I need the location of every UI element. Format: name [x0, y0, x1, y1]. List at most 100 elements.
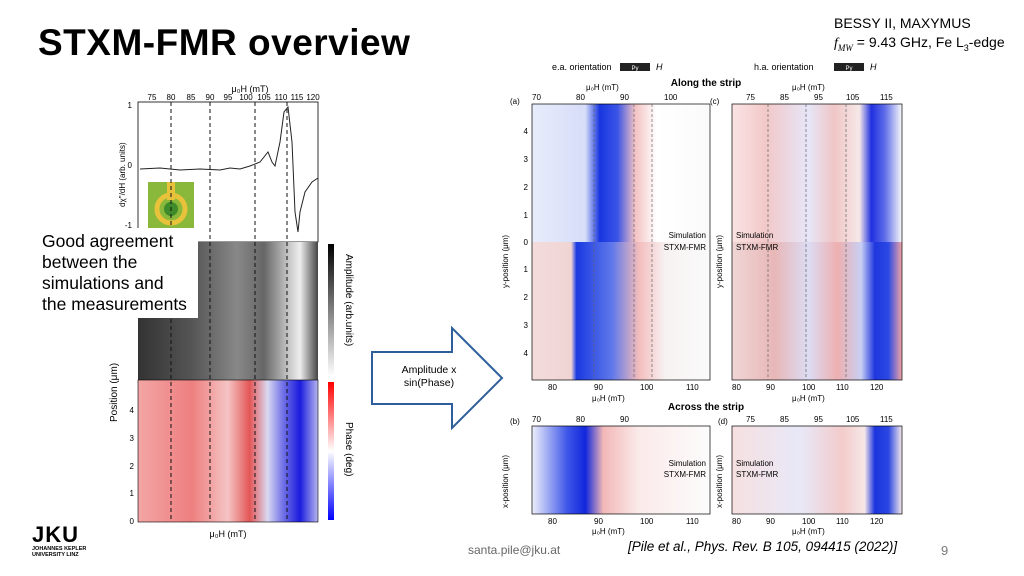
- tick-label: 110: [836, 517, 849, 526]
- tick-label: 70: [532, 415, 541, 424]
- stxm-label: STXM-FMR: [736, 243, 778, 252]
- tick-label: 95: [814, 415, 823, 424]
- tick-label: 80: [548, 383, 557, 392]
- x-axis-label: x-position (μm): [715, 455, 724, 508]
- derivative-ylabel: dχ''/dH (arb. units): [118, 142, 127, 207]
- panel-a-label: (a): [510, 97, 520, 106]
- position-ylabel: Position (μm): [109, 363, 120, 422]
- py-label: Py: [845, 66, 852, 72]
- tick-label: 75: [148, 93, 157, 102]
- axis-label: μ₀H (mT): [792, 83, 825, 92]
- tick-label: 115: [880, 93, 893, 102]
- tick-label: 80: [732, 517, 741, 526]
- tick-label: 4: [524, 127, 529, 136]
- panel-d-stxm: [732, 470, 902, 514]
- panel-a-y-ticks: 4 3 2 1 0 1 2 3 4: [524, 127, 529, 358]
- tick-label: 0: [128, 161, 133, 170]
- tick-label: 1: [524, 211, 529, 220]
- ha-orientation-label: h.a. orientation: [754, 62, 814, 72]
- simulation-label: Simulation: [669, 459, 706, 468]
- tick-label: 2: [524, 183, 529, 192]
- phase-map: [137, 379, 319, 523]
- field-symbol: H: [870, 62, 877, 72]
- left-figure: μ₀H (mT) 75 80 85 90 95 100 105 110 115 …: [109, 84, 354, 539]
- panel-a-dashes: [593, 104, 653, 380]
- tick-label: 3: [524, 321, 529, 330]
- tick-label: 90: [206, 93, 215, 102]
- tick-label: 100: [802, 383, 816, 392]
- tick-label: 4: [130, 406, 135, 415]
- panel-c-simulation: [732, 104, 902, 242]
- stxm-label: STXM-FMR: [736, 470, 778, 479]
- phase-colorbar: [328, 382, 334, 520]
- source-info: BESSY II, MAXYMUS fMW = 9.43 GHz, Fe L3-…: [834, 14, 1005, 58]
- phase-label: Phase (deg): [343, 422, 354, 476]
- axis-label: μ₀H (mT): [586, 83, 619, 92]
- tick-label: 80: [548, 517, 557, 526]
- panel-b-label: (b): [510, 417, 520, 426]
- tick-label: 1: [130, 489, 135, 498]
- tick-label: 110: [686, 383, 699, 392]
- tick-label: 1: [128, 101, 133, 110]
- x-axis-label: x-position (μm): [501, 455, 510, 508]
- tick-label: 105: [846, 93, 860, 102]
- panel-a-stxm: [532, 242, 710, 380]
- contact-email: santa.pile@jku.at: [468, 543, 561, 557]
- right-figure: e.a. orientation Py H h.a. orientation P…: [501, 62, 903, 536]
- tick-label: 120: [870, 383, 884, 392]
- panel-b-bottom-ticks: 80 90 100 110: [548, 517, 699, 526]
- py-strip-icon: [834, 63, 864, 71]
- tick-label: 85: [187, 93, 196, 102]
- tick-label: 115: [291, 93, 304, 102]
- tick-label: 4: [524, 349, 529, 358]
- tick-label: 75: [746, 93, 755, 102]
- y-axis-label: y-position (μm): [501, 235, 510, 288]
- tick-label: 80: [576, 93, 585, 102]
- panel-d-label: (d): [718, 417, 728, 426]
- axis-label: μ₀H (mT): [792, 394, 825, 403]
- panel-c-stxm: [732, 242, 902, 380]
- tick-label: 2: [524, 293, 529, 302]
- simulation-label: Simulation: [736, 459, 773, 468]
- simulation-label: Simulation: [669, 231, 706, 240]
- panel-d-top-ticks: 75 85 95 105 115: [746, 415, 893, 424]
- tick-label: 100: [239, 93, 253, 102]
- block-arrow: [371, 326, 504, 430]
- top-ticks: 75 80 85 90 95 100 105 110 115 120: [148, 93, 321, 102]
- tick-label: 100: [640, 383, 654, 392]
- tick-label: 75: [746, 415, 755, 424]
- panel-a-top-ticks: 70 80 90 100: [532, 93, 678, 102]
- jku-logo: JKU JOHANNES KEPLER UNIVERSITY LINZ: [32, 522, 87, 559]
- stxm-label: STXM-FMR: [664, 470, 706, 479]
- tick-label: 2: [130, 462, 135, 471]
- tick-label: 80: [576, 415, 585, 424]
- axis-label: μ₀H (mT): [592, 394, 625, 403]
- tick-label: 100: [664, 93, 678, 102]
- tick-label: 90: [620, 93, 629, 102]
- tick-label: 110: [836, 383, 849, 392]
- tick-label: 70: [532, 93, 541, 102]
- citation: [Pile et al., Phys. Rev. B 105, 094415 (…: [628, 539, 898, 554]
- tick-label: 90: [766, 383, 775, 392]
- tick-label: 105: [257, 93, 271, 102]
- arrow-label: Amplitude x sin(Phase): [401, 364, 457, 389]
- panel-b-stxm: [532, 470, 710, 514]
- panel-d-simulation: [732, 426, 902, 470]
- tick-label: 90: [620, 415, 629, 424]
- tick-label: 120: [306, 93, 320, 102]
- slide-title: STXM-FMR overview: [38, 22, 411, 63]
- tick-label: 0: [524, 238, 529, 247]
- amplitude-label: Amplitude (arb.units): [343, 254, 354, 346]
- tick-label: 90: [594, 383, 603, 392]
- panel-d-bottom-ticks: 80 90 100 110 120: [732, 517, 884, 526]
- panel-a-simulation: [532, 104, 710, 242]
- panel-c-bottom-ticks: 80 90 100 110 120: [732, 383, 884, 392]
- tick-label: 105: [846, 415, 860, 424]
- agreement-note: Good agreement between the simulations a…: [36, 228, 198, 318]
- tick-label: 100: [802, 517, 816, 526]
- ea-orientation-label: e.a. orientation: [552, 62, 612, 72]
- tick-label: 100: [640, 517, 654, 526]
- panel-b-top-ticks: 70 80 90: [532, 415, 629, 424]
- py-label: Py: [631, 66, 638, 72]
- facility-label: BESSY II, MAXYMUS: [834, 15, 971, 31]
